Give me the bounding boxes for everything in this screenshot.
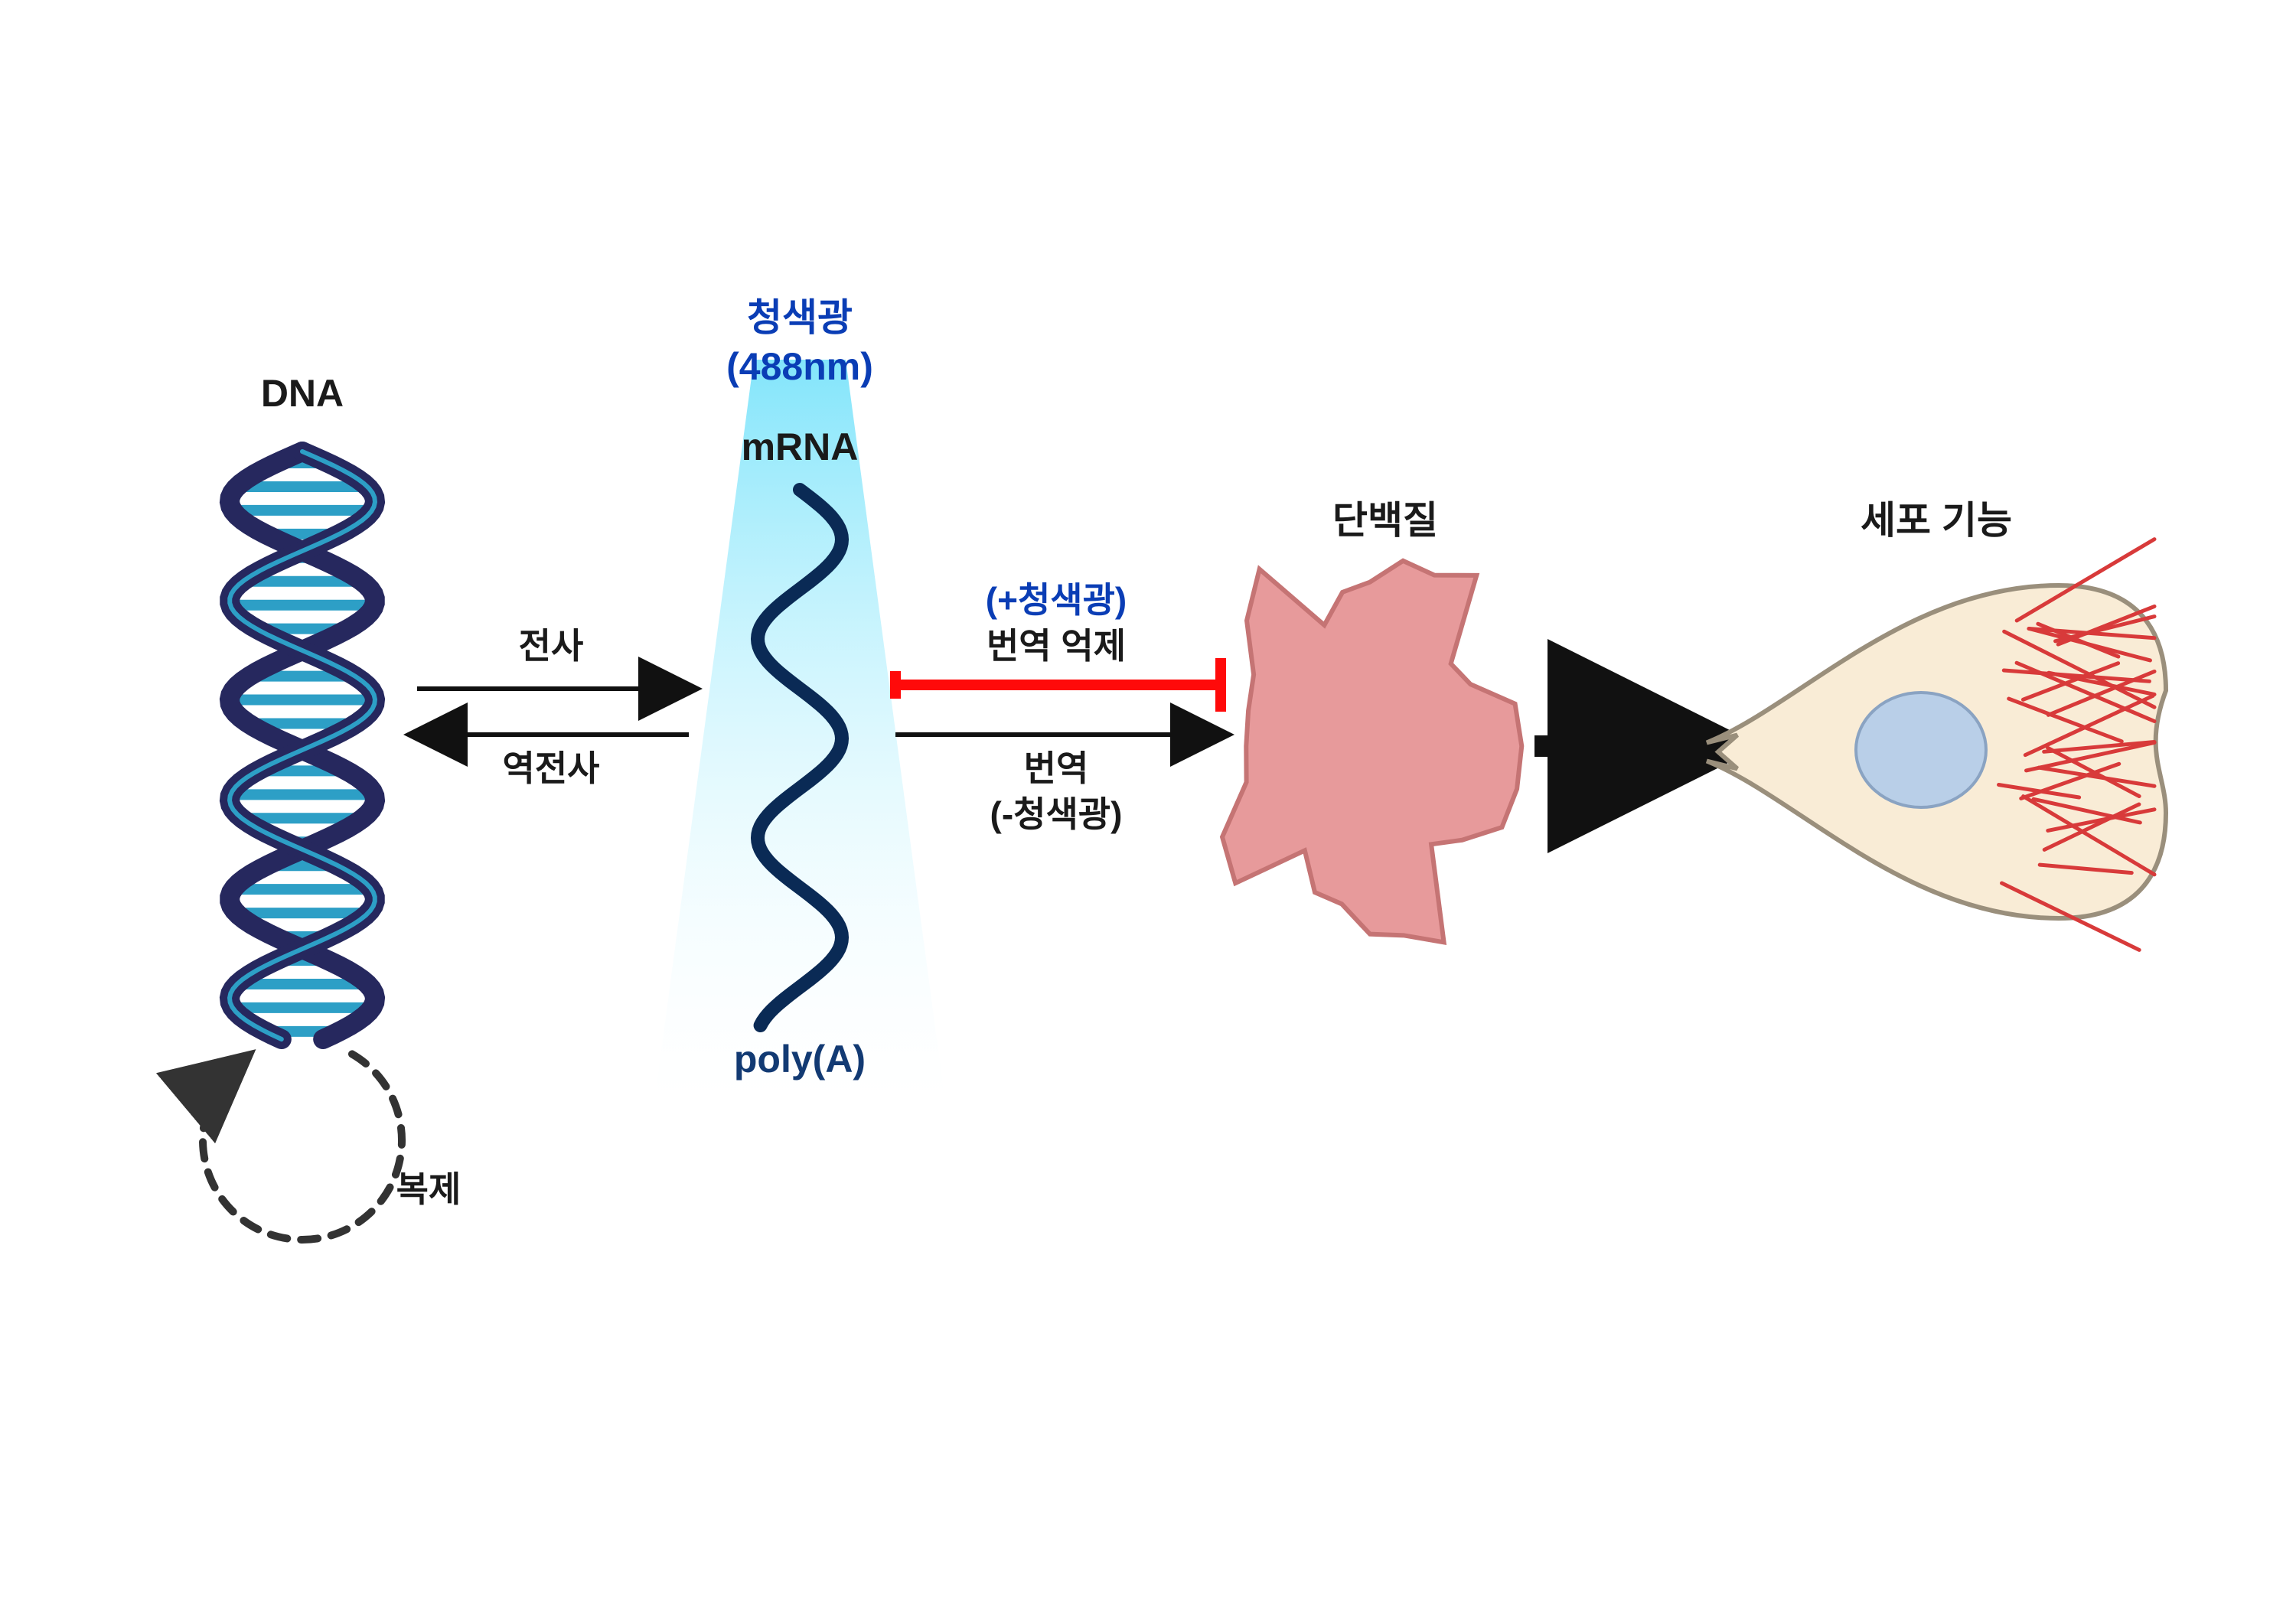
label-protein: 단백질 [1156,490,1615,545]
label-inhibit: 번역 억제 [827,618,1286,669]
cell-shape [1707,539,2166,950]
label-plus-blue: (+청색광) [827,572,1286,623]
label-replication: 복제 [199,1162,658,1212]
label-polya: poly(A) [570,1037,1029,1081]
diagram-stage: DNA mRNA 청색광 (488nm) poly(A) 전사 역전사 (+청색… [0,0,2296,1607]
label-minus-blue: (-청색광) [827,787,1286,837]
label-rev-transcription: 역전사 [321,741,781,791]
label-translation: 번역 [827,741,1286,791]
label-blue-light-nm: (488nm) [570,344,1029,389]
label-blue-light: 청색광 [570,287,1029,342]
label-transcription: 전사 [321,618,781,669]
label-dna: DNA [73,371,532,416]
label-cell-function: 세포 기능 [1707,490,2166,545]
label-mrna: mRNA [570,425,1029,469]
